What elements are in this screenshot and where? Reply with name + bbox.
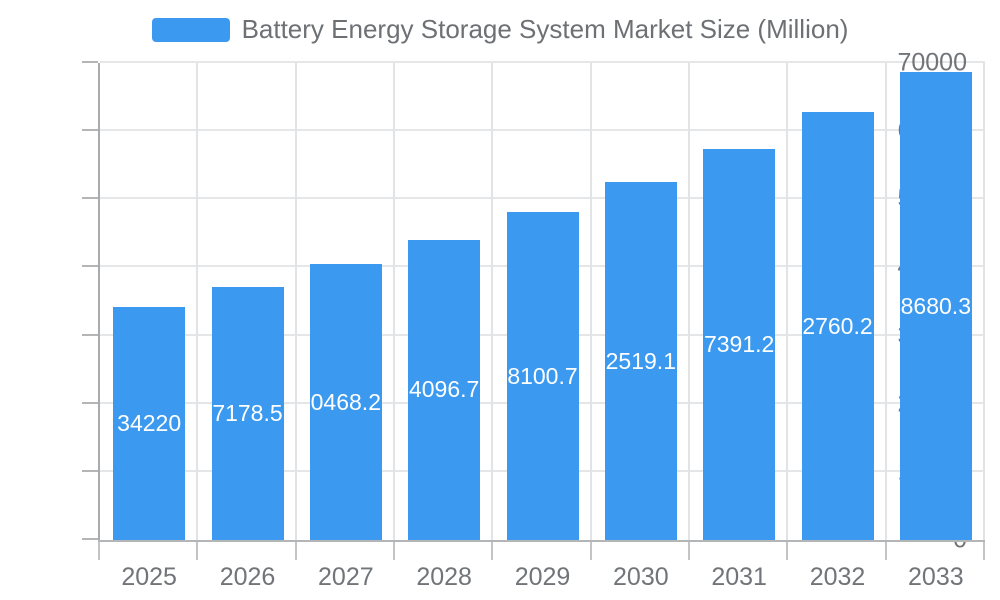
y-axis-tick bbox=[82, 197, 98, 200]
plot-area: 0100002000030000400005000060000700003422… bbox=[82, 49, 985, 591]
bar-value-label: 2760.2 bbox=[802, 312, 873, 339]
bar[interactable]: 2760.2 bbox=[801, 112, 874, 540]
bar-value-label: 8680.3 bbox=[900, 292, 971, 319]
bar-value-label: 0468.2 bbox=[310, 388, 381, 415]
y-gridline bbox=[100, 129, 985, 132]
x-axis-label: 2030 bbox=[613, 563, 669, 591]
x-axis-label: 2032 bbox=[809, 563, 866, 591]
x-axis-tick bbox=[98, 542, 100, 560]
y-gridline bbox=[100, 197, 985, 200]
bar-value-label: 7391.2 bbox=[703, 330, 775, 357]
vertical-gridline bbox=[983, 63, 985, 540]
vertical-gridline bbox=[294, 63, 297, 540]
vertical-gridline bbox=[196, 63, 199, 540]
x-axis-tick bbox=[491, 542, 494, 560]
y-axis-tick bbox=[82, 265, 98, 268]
bar[interactable]: 0468.2 bbox=[309, 264, 382, 540]
x-axis-label: 2027 bbox=[318, 563, 374, 591]
x-axis-tick bbox=[294, 542, 297, 560]
y-axis-tick bbox=[82, 129, 98, 132]
y-axis-tick bbox=[82, 333, 98, 336]
x-axis-tick bbox=[983, 542, 985, 560]
x-axis-tick bbox=[884, 542, 887, 560]
legend-item[interactable]: Battery Energy Storage System Market Siz… bbox=[151, 14, 849, 45]
bar[interactable]: 8100.7 bbox=[506, 212, 579, 540]
legend: Battery Energy Storage System Market Siz… bbox=[0, 14, 1000, 45]
y-axis-tick bbox=[82, 401, 98, 404]
x-axis-tick bbox=[786, 542, 789, 560]
bar-value-label: 4096.7 bbox=[408, 376, 480, 403]
y-axis-tick bbox=[82, 61, 98, 63]
y-axis-tick bbox=[82, 538, 98, 540]
bar[interactable]: 4096.7 bbox=[408, 239, 481, 540]
bar[interactable]: 34220 bbox=[113, 306, 186, 540]
x-axis-tick bbox=[196, 542, 199, 560]
bar-value-label: 7178.5 bbox=[212, 399, 283, 426]
legend-swatch-icon bbox=[151, 17, 230, 42]
vertical-gridline bbox=[491, 63, 494, 540]
y-axis-line bbox=[98, 63, 100, 540]
x-axis-tick bbox=[393, 542, 395, 560]
vertical-gridline bbox=[688, 63, 690, 540]
y-axis-label: 70000 bbox=[897, 48, 967, 77]
vertical-gridline bbox=[393, 63, 395, 540]
vertical-gridline bbox=[884, 63, 887, 540]
bar[interactable]: 7178.5 bbox=[211, 286, 284, 540]
x-axis-label: 2025 bbox=[121, 563, 177, 591]
x-axis-tick bbox=[589, 542, 592, 560]
x-axis-label: 2029 bbox=[514, 563, 571, 591]
bar[interactable]: 7391.2 bbox=[703, 148, 776, 540]
y-axis-tick bbox=[82, 469, 98, 472]
x-axis-line bbox=[98, 540, 985, 542]
vertical-gridline bbox=[786, 63, 789, 540]
bar[interactable]: 2519.1 bbox=[604, 182, 677, 540]
bar-value-label: 2519.1 bbox=[605, 347, 676, 374]
x-axis-label: 2031 bbox=[711, 563, 767, 591]
y-gridline bbox=[100, 61, 985, 63]
x-axis-tick bbox=[688, 542, 690, 560]
vertical-gridline bbox=[589, 63, 592, 540]
legend-label: Battery Energy Storage System Market Siz… bbox=[241, 14, 849, 44]
bar-value-label: 8100.7 bbox=[507, 362, 578, 389]
bar[interactable]: 8680.3 bbox=[899, 72, 972, 540]
x-axis-label: 2026 bbox=[219, 563, 276, 591]
bar-value-label: 34220 bbox=[117, 409, 182, 436]
x-axis-label: 2033 bbox=[908, 563, 964, 591]
x-axis-label: 2028 bbox=[416, 563, 472, 591]
